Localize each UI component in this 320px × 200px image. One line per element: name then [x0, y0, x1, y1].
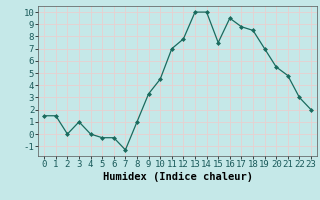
X-axis label: Humidex (Indice chaleur): Humidex (Indice chaleur)	[103, 172, 252, 182]
